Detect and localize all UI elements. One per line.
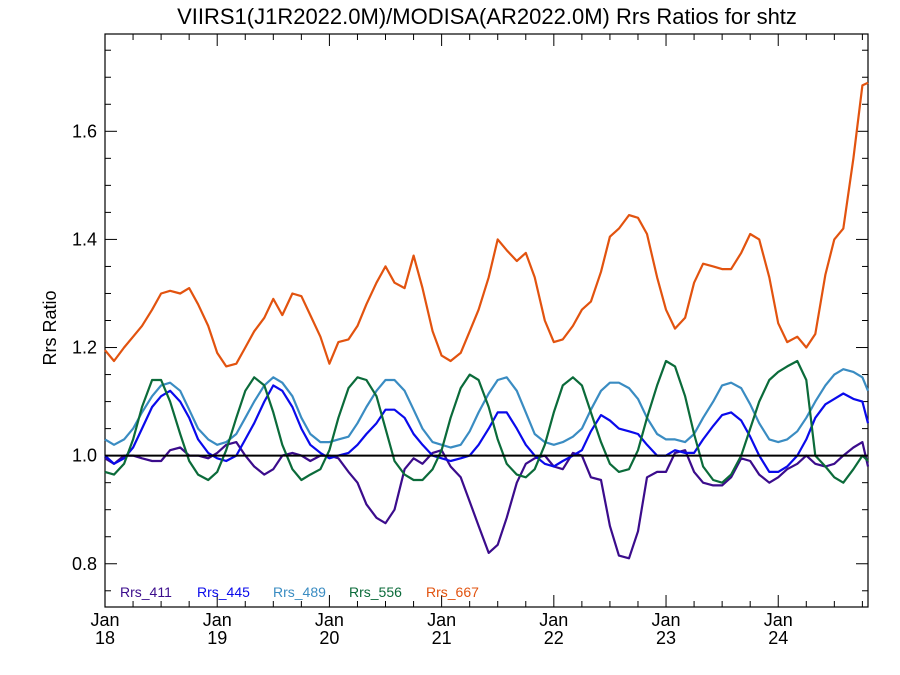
x-tick-label-year: 24 [768,628,788,648]
y-axis-label: Rrs Ratio [40,290,60,365]
x-tick-label-month: Jan [315,610,344,630]
legend-label-rrs-445: Rrs_445 [197,584,250,600]
plot-area: 0.81.01.21.41.6Jan18Jan19Jan20Jan21Jan22… [72,33,870,648]
legend-label-rrs-489: Rrs_489 [273,584,326,600]
x-tick-label-year: 20 [319,628,339,648]
y-tick-label: 1.4 [72,229,97,249]
x-tick-label-month: Jan [427,610,456,630]
legend-label-rrs-556: Rrs_556 [349,584,402,600]
chart-title: VIIRS1(J1R2022.0M)/MODISA(AR2022.0M) Rrs… [177,4,797,29]
legend-label-rrs-411: Rrs_411 [120,584,172,600]
x-tick-label-month: Jan [90,610,119,630]
y-tick-label: 1.6 [72,121,97,141]
x-tick-label-month: Jan [203,610,232,630]
x-tick-label-year: 19 [207,628,227,648]
plot-frame [104,33,869,608]
y-tick-label: 1.0 [72,446,97,466]
series-line-rrs-411 [104,441,870,560]
x-tick-label-month: Jan [764,610,793,630]
y-tick-label: 0.8 [72,554,97,574]
x-tick-label-year: 21 [432,628,452,648]
x-tick-label-month: Jan [539,610,568,630]
x-tick-label-year: 18 [95,628,115,648]
series-line-rrs-667 [104,81,869,368]
x-tick-label-year: 23 [656,628,676,648]
x-tick-label-month: Jan [652,610,681,630]
series-line-rrs-489 [104,368,870,449]
series-line-rrs-556 [104,359,869,484]
legend-label-rrs-667: Rrs_667 [426,584,479,600]
series-line-rrs-445 [104,384,870,473]
x-tick-label-year: 22 [544,628,564,648]
y-tick-label: 1.2 [72,338,97,358]
